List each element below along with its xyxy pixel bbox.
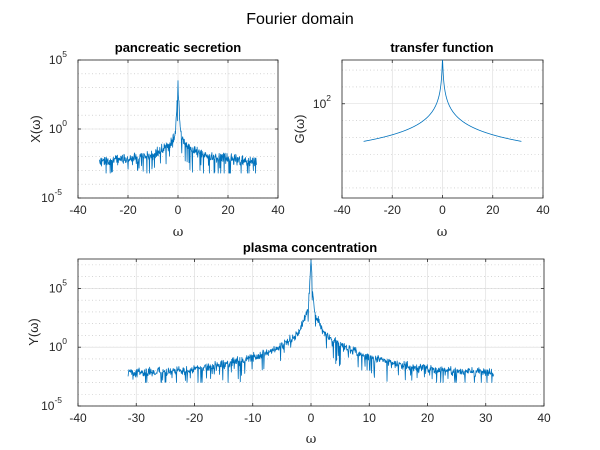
y-tick-label: 105 [49, 49, 67, 67]
x-tick-label: 40 [537, 411, 551, 425]
ticks: -40 -20 0 20 40 105 100 10-5 [41, 49, 285, 217]
x-tick-label: 20 [421, 411, 435, 425]
x-tick-label: 20 [486, 203, 500, 217]
y-tick-label: 105 [49, 277, 67, 295]
grid [341, 60, 544, 198]
series-line [99, 80, 257, 174]
x-tick-label: 0 [439, 203, 446, 217]
x-tick-label: 40 [271, 203, 285, 217]
chart-plasma-concentration: plasma concentration -40 -30 -20 -10 0 10 20 30… [26, 240, 551, 447]
y-tick-label: 100 [49, 336, 67, 354]
x-axis-label: ω [306, 432, 317, 447]
series-line [127, 259, 495, 383]
y-tick-label: 10-5 [41, 395, 62, 413]
x-tick-label: -40 [333, 203, 351, 217]
y-tick-label: 10-5 [41, 187, 62, 205]
y-axis-label: G(ω) [292, 115, 307, 144]
x-tick-label: 40 [536, 203, 550, 217]
x-tick-label: -10 [244, 411, 262, 425]
chart-title: plasma concentration [243, 240, 377, 255]
chart-title: transfer function [390, 40, 493, 55]
x-tick-label: -40 [69, 203, 87, 217]
series-line [363, 59, 522, 142]
x-tick-label: 10 [363, 411, 377, 425]
y-tick-label: 100 [49, 118, 67, 136]
x-tick-label: -20 [186, 411, 204, 425]
x-tick-label: 30 [479, 411, 493, 425]
x-tick-label: 0 [308, 411, 315, 425]
x-tick-label: -40 [69, 411, 87, 425]
figure-title: Fourier domain [246, 11, 354, 28]
series-line-path [127, 259, 495, 383]
y-tick-label: 102 [313, 93, 331, 111]
chart-transfer-function: transfer function -40 -20 0 20 40 102 ω G(ω) [292, 40, 550, 240]
x-tick-label: -30 [128, 411, 146, 425]
chart-pancreatic-secretion: pancreatic secretion -40 -20 0 20 40 105 100 10… [28, 40, 285, 240]
x-axis-label: ω [437, 225, 448, 240]
y-axis-label: Y(ω) [26, 318, 41, 345]
x-tick-label: 20 [221, 203, 235, 217]
x-tick-label: -20 [119, 203, 137, 217]
y-axis-label: X(ω) [28, 115, 43, 142]
grid [77, 259, 545, 407]
x-tick-label: -20 [384, 203, 402, 217]
series-line-path [99, 80, 257, 174]
series-line-path [363, 59, 522, 142]
x-axis-label: ω [173, 225, 184, 240]
chart-title: pancreatic secretion [115, 40, 242, 55]
x-tick-label: 0 [175, 203, 182, 217]
ticks: -40 -30 -20 -10 0 10 20 30 40 105 100 10-5 [41, 259, 551, 425]
ticks: -40 -20 0 20 40 102 [313, 60, 550, 217]
